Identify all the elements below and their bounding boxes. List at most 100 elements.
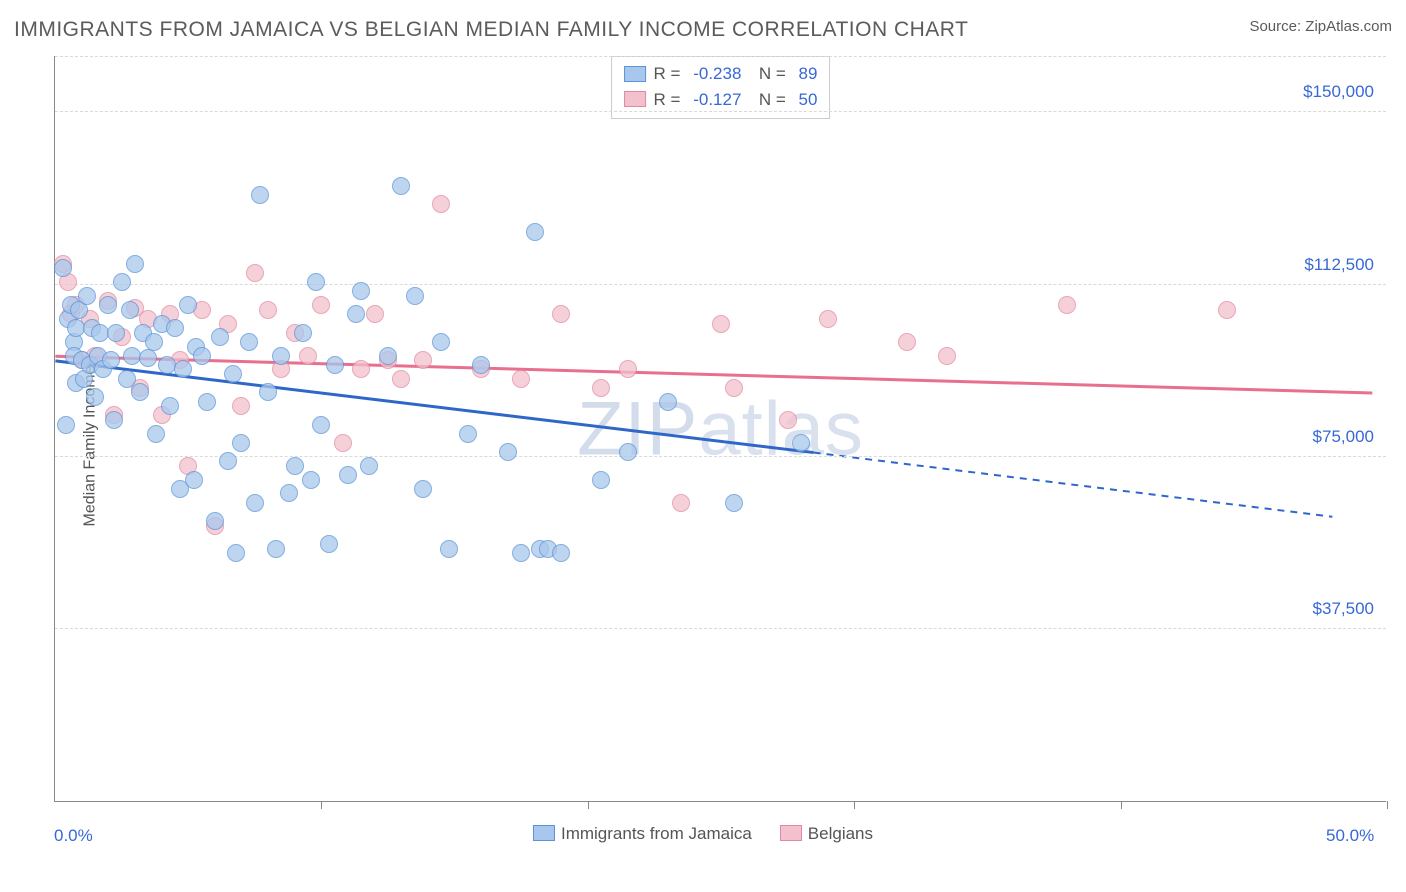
n-value: 50 [799,87,818,113]
data-point-jamaica [352,282,370,300]
data-point-jamaica [392,177,410,195]
x-tick [1387,801,1388,809]
stats-row-belgian: R = -0.127 N = 50 [624,87,818,113]
data-point-jamaica [185,471,203,489]
data-point-jamaica [161,397,179,415]
scatter-chart: ZIPatlas R = -0.238 N = 89 R = -0.127 N … [54,56,1386,802]
legend-item-jamaica: Immigrants from Jamaica [533,824,752,844]
data-point-jamaica [166,319,184,337]
data-point-belgian [299,347,317,365]
y-tick-label: $75,000 [1313,427,1374,447]
series-legend: Immigrants from Jamaica Belgians [533,824,873,844]
data-point-belgian [392,370,410,388]
data-point-jamaica [121,301,139,319]
y-tick-label: $112,500 [1304,255,1374,275]
data-point-belgian [592,379,610,397]
data-point-jamaica [725,494,743,512]
data-point-jamaica [286,457,304,475]
data-point-jamaica [107,324,125,342]
x-tick [854,801,855,809]
data-point-jamaica [179,296,197,314]
x-axis-start: 0.0% [54,826,93,846]
gridline [55,284,1386,285]
data-point-jamaica [326,356,344,374]
r-value: -0.127 [693,87,741,113]
x-axis-end: 50.0% [1326,826,1374,846]
data-point-jamaica [267,540,285,558]
data-point-jamaica [198,393,216,411]
chart-title: IMMIGRANTS FROM JAMAICA VS BELGIAN MEDIA… [14,18,968,42]
data-point-jamaica [54,259,72,277]
data-point-jamaica [526,223,544,241]
data-point-belgian [512,370,530,388]
y-tick-label: $37,500 [1313,599,1374,619]
data-point-jamaica [227,544,245,562]
data-point-belgian [779,411,797,429]
data-point-jamaica [347,305,365,323]
data-point-jamaica [251,186,269,204]
data-point-jamaica [499,443,517,461]
data-point-jamaica [57,416,75,434]
data-point-belgian [619,360,637,378]
x-tick [1121,801,1122,809]
data-point-jamaica [339,466,357,484]
data-point-jamaica [302,471,320,489]
swatch-jamaica-icon [533,825,555,841]
data-point-jamaica [86,388,104,406]
data-point-jamaica [211,328,229,346]
data-point-jamaica [240,333,258,351]
data-point-jamaica [592,471,610,489]
data-point-jamaica [113,273,131,291]
data-point-jamaica [320,535,338,553]
data-point-belgian [898,333,916,351]
data-point-belgian [672,494,690,512]
data-point-jamaica [792,434,810,452]
data-point-belgian [432,195,450,213]
x-tick [588,801,589,809]
data-point-jamaica [232,434,250,452]
watermark: ZIPatlas [577,385,864,472]
data-point-jamaica [126,255,144,273]
gridline [55,628,1386,629]
data-point-jamaica [307,273,325,291]
data-point-jamaica [272,347,290,365]
data-point-jamaica [174,360,192,378]
data-point-belgian [725,379,743,397]
data-point-jamaica [360,457,378,475]
data-point-jamaica [131,383,149,401]
swatch-belgian-icon [780,825,802,841]
data-point-jamaica [472,356,490,374]
stats-row-jamaica: R = -0.238 N = 89 [624,61,818,87]
r-value: -0.238 [693,61,741,87]
data-point-jamaica [193,347,211,365]
data-point-belgian [414,351,432,369]
data-point-belgian [312,296,330,314]
data-point-jamaica [147,425,165,443]
data-point-jamaica [224,365,242,383]
data-point-jamaica [105,411,123,429]
data-point-belgian [1218,301,1236,319]
data-point-jamaica [512,544,530,562]
data-point-belgian [232,397,250,415]
data-point-jamaica [312,416,330,434]
data-point-jamaica [102,351,120,369]
data-point-belgian [1058,296,1076,314]
data-point-jamaica [99,296,117,314]
data-point-jamaica [379,347,397,365]
data-point-belgian [552,305,570,323]
data-point-jamaica [78,287,96,305]
data-point-jamaica [619,443,637,461]
data-point-jamaica [139,349,157,367]
data-point-jamaica [459,425,477,443]
trend-lines [55,56,1386,801]
swatch-jamaica-icon [624,66,646,82]
data-point-jamaica [440,540,458,558]
data-point-jamaica [280,484,298,502]
data-point-belgian [334,434,352,452]
source-attribution: Source: ZipAtlas.com [1249,18,1392,35]
data-point-jamaica [414,480,432,498]
data-point-belgian [246,264,264,282]
data-point-jamaica [659,393,677,411]
data-point-belgian [819,310,837,328]
legend-item-belgian: Belgians [780,824,873,844]
